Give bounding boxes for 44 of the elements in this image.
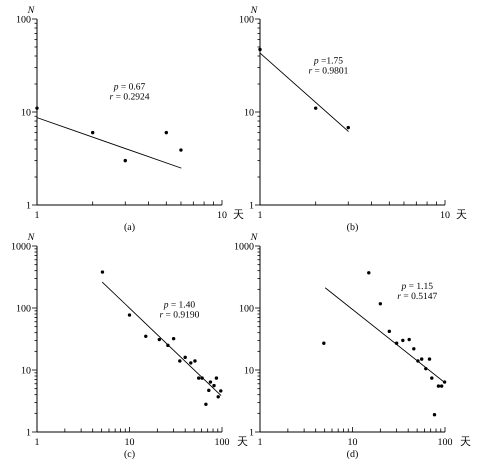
y-tick-label: 1: [249, 200, 254, 212]
annotation: r = 0.2924: [110, 92, 150, 103]
x-tick-label: 1: [34, 437, 40, 448]
x-tick-label: 10: [348, 437, 358, 448]
x-tick-label: 1: [34, 210, 40, 221]
x-tick-label: 100: [438, 437, 452, 448]
y-tick-label: 10: [244, 366, 254, 376]
y-tick-label: 100: [239, 14, 254, 26]
y-tick-label: 1000: [11, 242, 31, 252]
annotation: r = 0.9801: [308, 66, 349, 77]
y-tick-label: 100: [16, 14, 31, 26]
y-tick-label: 10: [21, 366, 31, 376]
text: (c): [124, 449, 136, 460]
y-tick-label: 10: [244, 108, 254, 118]
x-axis-title: 天: [460, 436, 471, 448]
x-tick-label: 1: [258, 437, 262, 448]
x-tick-label: 1: [258, 210, 262, 221]
y-tick-label: 1: [249, 428, 254, 438]
y-tick-label: 100: [16, 304, 31, 314]
y-tick-label: 100: [239, 304, 254, 314]
text: (b): [346, 222, 358, 233]
annotation: p = 1.40: [162, 300, 196, 310]
annotation: p = 0.67: [112, 82, 146, 93]
x-axis-title: 天: [456, 209, 467, 221]
y-tick-label: 1: [26, 200, 31, 212]
x-tick-label: 10: [440, 210, 450, 221]
y-tick-label: 1: [26, 428, 31, 438]
x-tick-label: 100: [214, 437, 230, 448]
y-tick-label: 1000: [234, 242, 254, 252]
annotation: p = 1.15: [400, 282, 434, 292]
annotation: p =1.75: [312, 56, 344, 67]
y-axis-title: N: [26, 232, 36, 243]
y-tick-label: 10: [21, 108, 31, 118]
x-tick-label: 10: [217, 210, 227, 221]
x-axis-title: 天: [237, 436, 248, 448]
y-axis-title: N: [250, 232, 259, 243]
annotation: r = 0.5147: [397, 292, 438, 302]
text: (d): [346, 449, 358, 460]
y-axis-title: N: [26, 5, 36, 16]
annotation: r = 0.9190: [159, 310, 200, 320]
x-tick-label: 10: [124, 437, 134, 448]
text: (a): [124, 222, 136, 233]
y-axis-title: N: [250, 5, 259, 16]
x-axis-title: 天: [233, 209, 244, 221]
